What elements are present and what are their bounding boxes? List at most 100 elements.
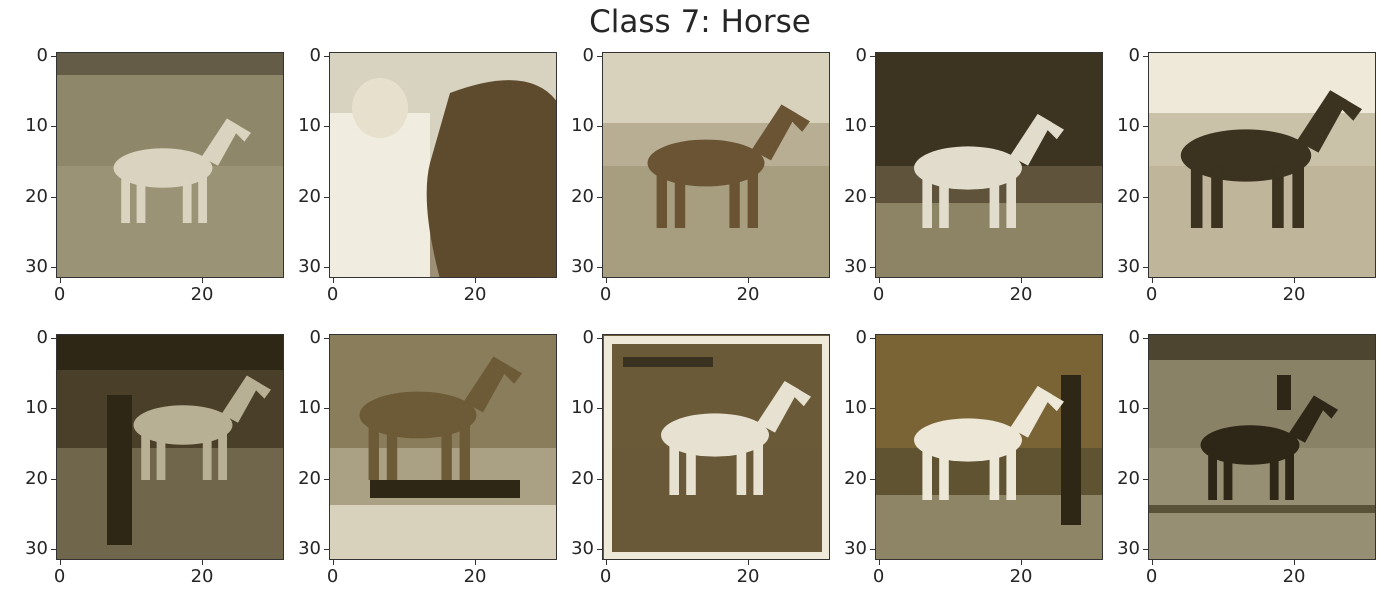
y-tick-mark [870,126,875,128]
y-tick-mark [1143,126,1148,128]
x-tick-mark [1021,278,1023,283]
horse-image [56,334,284,560]
image-panel-7: 0 10 20 30 0 20 [298,327,557,590]
y-tick-mark [1143,549,1148,551]
y-tick-mark [597,337,602,339]
y-tick-label: 20 [571,185,594,207]
x-tick-mark [475,560,477,565]
horse-image [602,334,830,560]
x-tick-label: 0 [53,566,66,587]
x-tick-label: 20 [1009,566,1033,587]
x-tick-label: 20 [463,284,487,305]
y-tick-mark [324,549,329,551]
y-tick-mark [51,478,56,480]
y-tick-mark [324,267,329,269]
x-tick-mark [332,560,334,565]
y-tick-label: 20 [25,467,48,489]
y-tick-mark [51,55,56,57]
x-tick-mark [605,278,607,283]
x-tick-label: 0 [1145,566,1158,587]
horse-image [875,52,1103,278]
y-tick-mark [870,267,875,269]
x-tick-label: 0 [872,284,885,305]
y-tick-label: 10 [298,397,321,419]
horse-image [875,334,1103,560]
x-tick-mark [748,560,750,565]
y-tick-mark [51,408,56,410]
y-tick-mark [1143,337,1148,339]
figure-title: Class 7: Horse [589,4,811,40]
x-tick-label: 0 [599,566,612,587]
image-panel-6: 0 10 20 30 0 20 [25,327,284,590]
y-tick-mark [870,196,875,198]
x-tick-mark [748,278,750,283]
x-tick-mark [878,560,880,565]
x-tick-label: 0 [599,284,612,305]
horse-image [1148,334,1376,560]
y-tick-mark [324,478,329,480]
x-tick-label: 20 [1282,284,1306,305]
horse-image [1148,52,1376,278]
y-tick-mark [51,267,56,269]
y-tick-mark [1143,267,1148,269]
y-tick-label: 20 [298,467,321,489]
x-tick-label: 20 [190,284,214,305]
x-tick-label: 20 [1282,566,1306,587]
x-tick-label: 0 [53,284,66,305]
x-tick-label: 0 [1145,284,1158,305]
y-tick-label: 20 [844,185,867,207]
y-tick-label: 30 [571,256,594,278]
x-tick-label: 0 [872,566,885,587]
y-tick-label: 30 [25,538,48,560]
x-tick-label: 20 [190,566,214,587]
x-tick-label: 20 [736,284,760,305]
x-tick-mark [1294,278,1296,283]
y-tick-mark [51,196,56,198]
image-panel-1: 0 10 20 30 0 20 [25,45,284,308]
y-tick-label: 10 [844,115,867,137]
y-tick-label: 30 [298,538,321,560]
y-tick-label: 0 [36,44,48,66]
y-tick-mark [324,408,329,410]
y-tick-mark [324,196,329,198]
y-tick-label: 0 [582,44,594,66]
y-tick-label: 10 [571,397,594,419]
x-tick-mark [202,278,204,283]
y-tick-label: 10 [844,397,867,419]
image-panel-2: 0 10 20 30 0 20 [298,45,557,308]
y-tick-mark [324,55,329,57]
y-tick-mark [324,337,329,339]
x-tick-mark [605,560,607,565]
y-tick-label: 10 [25,397,48,419]
y-tick-label: 20 [1117,185,1140,207]
x-tick-mark [59,560,61,565]
y-tick-label: 10 [25,115,48,137]
image-panel-3: 0 10 20 30 0 20 [571,45,830,308]
y-tick-mark [870,55,875,57]
image-panel-8: 0 10 20 30 0 20 [571,327,830,590]
y-tick-label: 30 [298,256,321,278]
x-tick-label: 0 [326,284,339,305]
y-tick-label: 30 [1117,256,1140,278]
y-tick-label: 30 [844,256,867,278]
x-tick-mark [59,278,61,283]
image-panel-4: 0 10 20 30 0 20 [844,45,1103,308]
x-tick-mark [1294,560,1296,565]
y-tick-label: 30 [571,538,594,560]
x-tick-label: 20 [736,566,760,587]
y-tick-label: 0 [855,44,867,66]
y-tick-label: 20 [571,467,594,489]
x-tick-mark [1151,278,1153,283]
y-tick-label: 0 [855,326,867,348]
x-tick-mark [332,278,334,283]
y-tick-label: 0 [582,326,594,348]
y-tick-mark [51,549,56,551]
horse-image [602,52,830,278]
y-tick-label: 20 [25,185,48,207]
y-tick-label: 0 [1128,44,1140,66]
y-tick-mark [870,478,875,480]
y-tick-label: 20 [1117,467,1140,489]
x-tick-mark [475,278,477,283]
y-tick-mark [51,337,56,339]
x-tick-label: 0 [326,566,339,587]
